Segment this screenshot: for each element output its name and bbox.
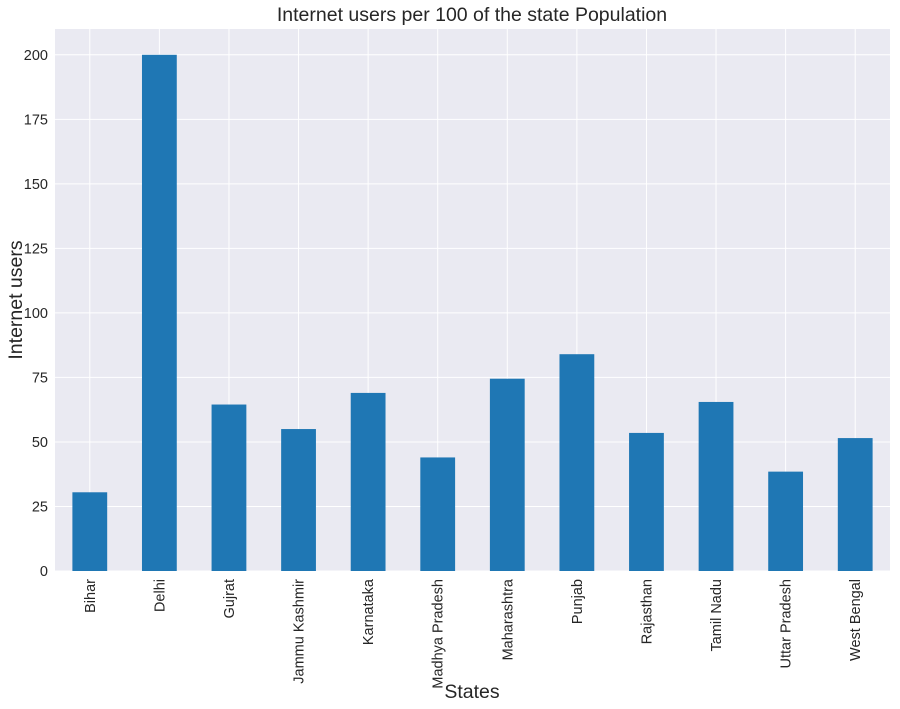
x-tick-label: West Bengal: [848, 579, 864, 661]
bar-delhi: [141, 54, 177, 572]
y-tick-label: 100: [24, 306, 48, 322]
y-axis-title: Internet users: [5, 240, 27, 359]
x-tick-label: Uttar Pradesh: [779, 579, 795, 668]
bar-rajasthan: [629, 432, 664, 571]
x-tick-label: Jammu Kashmir: [292, 579, 308, 684]
y-tick-label: 175: [24, 112, 48, 128]
x-tick-label: Tamil Nadu: [709, 579, 725, 652]
y-tick-label: 0: [40, 564, 48, 580]
bars: [72, 54, 873, 572]
bar-gujrat: [211, 404, 247, 571]
bar-tamil-nadu: [698, 401, 734, 571]
y-tick-label: 150: [24, 177, 48, 193]
x-tick-label: Maharashtra: [500, 578, 516, 660]
x-tick-label: Bihar: [83, 579, 99, 613]
bar-jammu-kashmir: [281, 429, 316, 571]
y-tick-label: 200: [24, 48, 48, 64]
x-tick-label: Rajasthan: [639, 579, 655, 644]
x-tick-label: Madhya Pradesh: [431, 579, 447, 689]
x-tick-label: Karnataka: [361, 578, 377, 645]
x-tick-label: Gujrat: [222, 579, 238, 619]
bar-uttar-pradesh: [768, 471, 804, 571]
y-tick-labels: 0 25 50 75 100 125 150 175 200: [24, 48, 48, 580]
y-tick-label: 125: [24, 241, 48, 257]
chart-title: Internet users per 100 of the state Popu…: [277, 4, 667, 26]
plot-area: [55, 29, 890, 571]
y-tick-label: 25: [32, 499, 48, 515]
y-tick-label: 50: [32, 435, 48, 451]
x-tick-labels: Bihar Delhi Gujrat Jammu Kashmir Karnataka Ma…: [83, 578, 864, 689]
bar-maharashtra: [489, 378, 525, 571]
x-tick-label: Delhi: [152, 579, 168, 612]
bar-punjab: [559, 354, 595, 571]
x-tick-label: Punjab: [570, 579, 586, 624]
bar-bihar: [72, 492, 108, 571]
bar-madhya-pradesh: [420, 457, 456, 571]
y-tick-label: 75: [32, 370, 48, 386]
bar-west-bengal: [837, 438, 873, 571]
x-axis-title: States: [444, 681, 500, 703]
bar-karnataka: [350, 392, 386, 571]
